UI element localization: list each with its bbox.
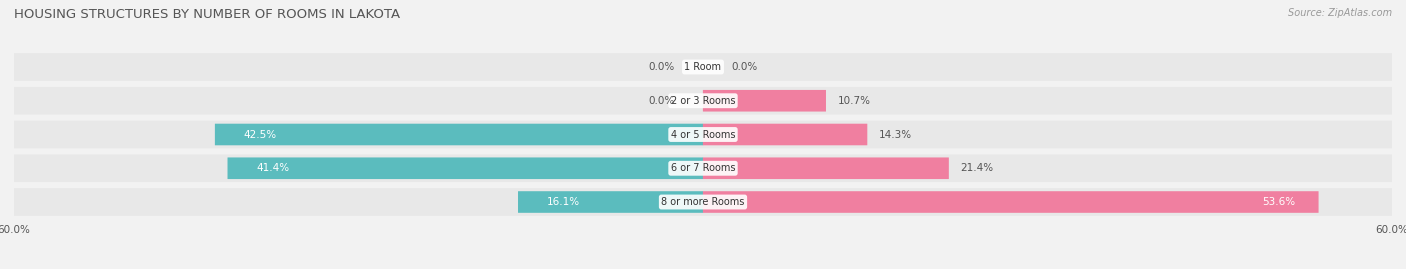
Text: 14.3%: 14.3% [879,129,912,140]
FancyBboxPatch shape [14,188,1392,216]
Text: 6 or 7 Rooms: 6 or 7 Rooms [671,163,735,173]
Text: 53.6%: 53.6% [1263,197,1295,207]
FancyBboxPatch shape [14,87,1392,115]
Text: 0.0%: 0.0% [648,96,675,106]
Text: 0.0%: 0.0% [648,62,675,72]
FancyBboxPatch shape [14,154,1392,182]
FancyBboxPatch shape [517,191,703,213]
FancyBboxPatch shape [228,157,703,179]
FancyBboxPatch shape [14,53,1392,81]
Text: 4 or 5 Rooms: 4 or 5 Rooms [671,129,735,140]
Text: 42.5%: 42.5% [243,129,277,140]
Text: 1 Room: 1 Room [685,62,721,72]
Text: 41.4%: 41.4% [256,163,290,173]
Text: Source: ZipAtlas.com: Source: ZipAtlas.com [1288,8,1392,18]
FancyBboxPatch shape [703,157,949,179]
Text: 0.0%: 0.0% [731,62,758,72]
FancyBboxPatch shape [703,90,825,112]
Text: 10.7%: 10.7% [838,96,870,106]
FancyBboxPatch shape [703,191,1319,213]
Text: HOUSING STRUCTURES BY NUMBER OF ROOMS IN LAKOTA: HOUSING STRUCTURES BY NUMBER OF ROOMS IN… [14,8,401,21]
FancyBboxPatch shape [215,124,703,145]
Text: 16.1%: 16.1% [547,197,579,207]
Text: 2 or 3 Rooms: 2 or 3 Rooms [671,96,735,106]
Text: 21.4%: 21.4% [960,163,993,173]
FancyBboxPatch shape [703,124,868,145]
FancyBboxPatch shape [14,121,1392,148]
Text: 8 or more Rooms: 8 or more Rooms [661,197,745,207]
